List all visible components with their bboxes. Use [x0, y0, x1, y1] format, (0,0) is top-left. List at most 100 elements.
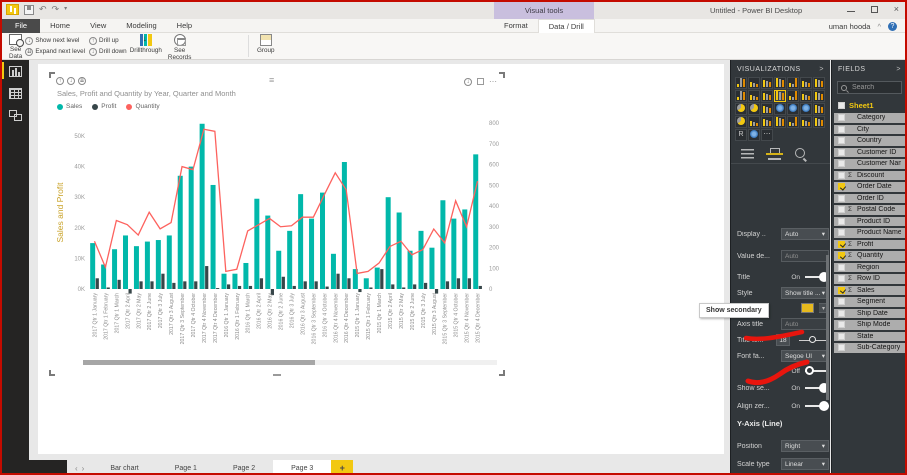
visual-type-multi-row-card[interactable]: [761, 116, 773, 128]
visual-type-filled-map[interactable]: [787, 103, 799, 115]
field-row-state[interactable]: State: [834, 331, 905, 341]
format-dropdown[interactable]: Segoe UI ▾: [781, 350, 829, 362]
field-checkbox[interactable]: [838, 321, 845, 329]
chart-horizontal-scrollbar[interactable]: [83, 360, 497, 365]
visual-resize-handle[interactable]: [49, 72, 55, 78]
popout-icon[interactable]: [477, 78, 484, 85]
collapse-panel-icon[interactable]: >: [819, 66, 824, 73]
format-toggle[interactable]: [805, 383, 829, 393]
field-row-quantity[interactable]: Σ Quantity: [834, 251, 905, 261]
format-dropdown[interactable]: Right ▾: [781, 440, 829, 452]
save-icon[interactable]: [24, 4, 34, 15]
visual-type-kpi[interactable]: [774, 116, 786, 128]
undo-icon[interactable]: ↶: [39, 4, 47, 14]
field-row-profit[interactable]: Σ Profit: [834, 239, 905, 249]
field-row-postal-code[interactable]: Σ Postal Code: [834, 205, 905, 215]
format-slider[interactable]: [799, 335, 829, 345]
field-checkbox[interactable]: [838, 229, 845, 237]
field-row-city[interactable]: City: [834, 124, 905, 134]
ribbon-button-drillthrough[interactable]: Drillthrough: [127, 33, 165, 55]
format-toggle[interactable]: [805, 272, 829, 282]
rail-button-data-view[interactable]: [2, 82, 29, 104]
format-toggle[interactable]: [805, 401, 829, 411]
format-panel-scrollbar[interactable]: [826, 255, 829, 400]
field-row-product-id[interactable]: Product ID: [834, 216, 905, 226]
page-tab-page-2[interactable]: Page 2: [232, 465, 256, 472]
visual-type-stacked-column-chart[interactable]: [748, 77, 760, 89]
menu-tab-data-drill[interactable]: Data / Drill: [537, 19, 595, 33]
visual-type-line-chart[interactable]: [813, 77, 825, 89]
close-button[interactable]: ×: [893, 4, 899, 14]
field-checkbox[interactable]: [838, 263, 845, 271]
format-dropdown[interactable]: Auto ▾: [781, 228, 829, 240]
menu-tab-file[interactable]: File: [2, 19, 41, 33]
field-checkbox[interactable]: [838, 114, 845, 122]
visual-type-shape-map[interactable]: [800, 103, 812, 115]
field-row-product-name[interactable]: Product Name: [834, 228, 905, 238]
panel-tab-format-icon[interactable]: [766, 148, 783, 160]
visual-type-map[interactable]: [774, 103, 786, 115]
drill-down-icon[interactable]: ↓: [67, 77, 75, 85]
rail-button-report-view[interactable]: [2, 60, 29, 82]
menu-tab-format[interactable]: Format: [504, 21, 528, 30]
format-section-title[interactable]: Y-Axis (Line): [737, 419, 783, 428]
combo-chart-visual[interactable]: ↑ ↓ ⇊ ≡ ↓ ⋯ Sales, Profit and Quantity by Y…: [49, 72, 505, 376]
visual-resize-handle[interactable]: [499, 72, 505, 78]
visual-type-matrix[interactable]: [813, 116, 825, 128]
field-checkbox[interactable]: [838, 332, 845, 340]
field-row-customer-name[interactable]: Customer Name: [834, 159, 905, 169]
redo-icon[interactable]: ↷: [51, 4, 60, 14]
visual-type-r-script-visual[interactable]: R: [735, 129, 747, 141]
visual-type-100-stacked-bar-chart[interactable]: [787, 77, 799, 89]
ribbon-button-see-records[interactable]: See Records: [165, 33, 194, 62]
visual-type-scatter-chart[interactable]: [813, 90, 825, 102]
ribbon-button-see-data[interactable]: See Data: [6, 33, 25, 61]
menu-tab-modeling[interactable]: Modeling: [126, 21, 157, 30]
visual-type-area-chart[interactable]: [735, 90, 747, 102]
menu-tab-help[interactable]: Help: [176, 21, 193, 30]
qat-dropdown-icon[interactable]: ▾: [64, 6, 68, 12]
ribbon-button-expand-next-level[interactable]: ⇊ Expand next level: [25, 47, 86, 56]
field-checkbox[interactable]: [838, 148, 845, 156]
visual-resize-handle[interactable]: [499, 370, 505, 376]
drill-up-icon[interactable]: ↑: [56, 77, 64, 85]
visual-type-pie-chart[interactable]: [735, 103, 747, 115]
table-checkbox[interactable]: [838, 102, 845, 109]
minimize-button[interactable]: [846, 11, 855, 12]
field-row-order-id[interactable]: Order ID: [834, 193, 905, 203]
visual-type-arcgis-map[interactable]: [748, 129, 760, 141]
fields-search-box[interactable]: [837, 81, 905, 94]
rail-button-model-view[interactable]: [2, 104, 29, 126]
visual-type-clustered-column-chart[interactable]: [774, 77, 786, 89]
field-checkbox[interactable]: [838, 125, 845, 133]
add-page-button[interactable]: +: [331, 460, 354, 473]
more-options-icon[interactable]: ⋯: [489, 77, 497, 86]
chart-plot-area[interactable]: 0K 10K 20K 30K 40K 50K 0 100 200 300 400 500 600 700 8…: [51, 112, 503, 358]
field-row-row-id[interactable]: Σ Row ID: [834, 274, 905, 284]
page-nav-next-icon[interactable]: ›: [81, 464, 85, 473]
ribbon-button-group[interactable]: Group: [254, 33, 278, 55]
field-checkbox[interactable]: [838, 286, 845, 294]
field-checkbox[interactable]: [838, 183, 845, 191]
search-input[interactable]: [850, 83, 905, 92]
ribbon-button-show-next-level[interactable]: ↓ Show next level: [25, 35, 85, 46]
visual-type-slicer[interactable]: [787, 116, 799, 128]
field-row-sales[interactable]: Σ Sales: [834, 285, 905, 295]
field-checkbox[interactable]: [838, 206, 845, 214]
visual-resize-handle[interactable]: [273, 374, 281, 376]
ribbon-button-drill-up[interactable]: ↑ Drill up: [89, 35, 127, 46]
field-checkbox[interactable]: [838, 252, 845, 260]
page-tab-page-3[interactable]: Page 3: [273, 460, 332, 473]
field-checkbox[interactable]: [838, 344, 845, 352]
field-row-order-date[interactable]: Order Date: [834, 182, 905, 192]
field-checkbox[interactable]: [838, 217, 845, 225]
visual-type-100-stacked-column-chart[interactable]: [800, 77, 812, 89]
field-row-region[interactable]: Region: [834, 262, 905, 272]
field-row-ship-date[interactable]: Ship Date: [834, 308, 905, 318]
panel-tab-fields-icon[interactable]: [741, 148, 754, 160]
help-icon[interactable]: ?: [888, 21, 897, 31]
visual-type-table[interactable]: [800, 116, 812, 128]
field-row-country[interactable]: Country: [834, 136, 905, 146]
page-tab-page-1[interactable]: Page 1: [174, 465, 197, 472]
field-checkbox[interactable]: [838, 298, 845, 306]
